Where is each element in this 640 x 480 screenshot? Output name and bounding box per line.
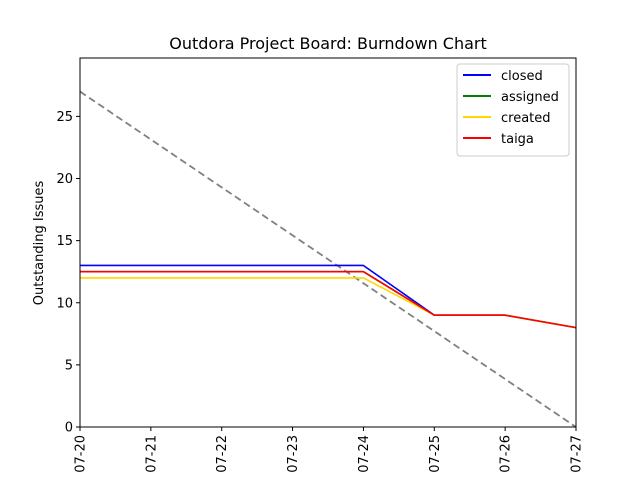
x-tick-label: 07-21 xyxy=(144,435,159,473)
y-tick-label: 15 xyxy=(56,234,73,249)
legend-label-assigned: assigned xyxy=(501,90,559,105)
y-tick-label: 5 xyxy=(65,358,73,373)
y-tick-label: 10 xyxy=(56,296,73,311)
legend-label-created: created xyxy=(501,111,551,126)
chart-title: Outdora Project Board: Burndown Chart xyxy=(169,34,487,53)
plot-frame xyxy=(79,57,577,428)
legend: closed assigned created taiga xyxy=(456,63,570,157)
axes: 0 5 10 15 20 25 07-20 07-21 07-22 07-23 07-24 07-25… xyxy=(56,57,585,473)
x-tick-label: 07-23 xyxy=(286,435,301,473)
legend-label-closed: closed xyxy=(501,69,543,84)
y-axis-label: Outstanding Issues xyxy=(32,181,47,306)
x-tick-label: 07-22 xyxy=(215,435,230,473)
legend-label-taiga: taiga xyxy=(501,132,534,147)
x-tick-label: 07-25 xyxy=(428,435,443,473)
y-tick-label: 0 xyxy=(65,421,73,436)
legend-box xyxy=(456,63,570,157)
x-tick-label: 07-24 xyxy=(357,435,372,473)
ideal-burndown-line xyxy=(79,90,577,428)
plot-area xyxy=(79,90,577,428)
y-tick-label: 20 xyxy=(56,172,73,187)
x-tick-label: 07-27 xyxy=(570,435,585,473)
y-tick-label: 25 xyxy=(56,110,73,125)
series-line-taiga xyxy=(80,270,577,329)
x-tick-label: 07-20 xyxy=(74,435,89,473)
x-tick-label: 07-26 xyxy=(499,435,514,473)
